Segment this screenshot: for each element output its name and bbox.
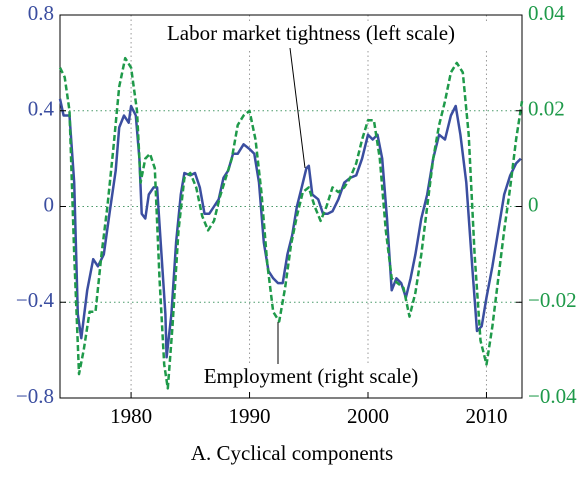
y-tick-label: −0.8 — [16, 384, 54, 408]
y2-tick-label: −0.04 — [528, 384, 577, 408]
y2-tick-label: 0 — [528, 192, 539, 216]
y2-tick-label: 0.04 — [528, 1, 565, 25]
label-background — [132, 22, 490, 48]
x-tick-label: 1980 — [110, 404, 152, 428]
series-line — [58, 56, 524, 390]
x-tick-label: 2010 — [465, 404, 507, 428]
y2-tick-label: 0.02 — [528, 97, 565, 121]
y-tick-label: 0.4 — [28, 97, 55, 121]
y-tick-label: 0 — [44, 192, 55, 216]
annotation-pointer — [289, 47, 306, 169]
chart-title: A. Cyclical components — [191, 441, 393, 465]
y-tick-label: −0.4 — [16, 288, 55, 312]
series-label: Labor market tightness (left scale) — [167, 21, 455, 45]
x-tick-label: 2000 — [347, 404, 389, 428]
series-line — [58, 98, 522, 359]
series-label: Employment (right scale) — [204, 364, 419, 388]
x-tick-label: 1990 — [229, 404, 271, 428]
y-tick-label: 0.8 — [28, 1, 54, 25]
y2-tick-label: −0.02 — [528, 288, 577, 312]
label-background — [180, 365, 442, 391]
